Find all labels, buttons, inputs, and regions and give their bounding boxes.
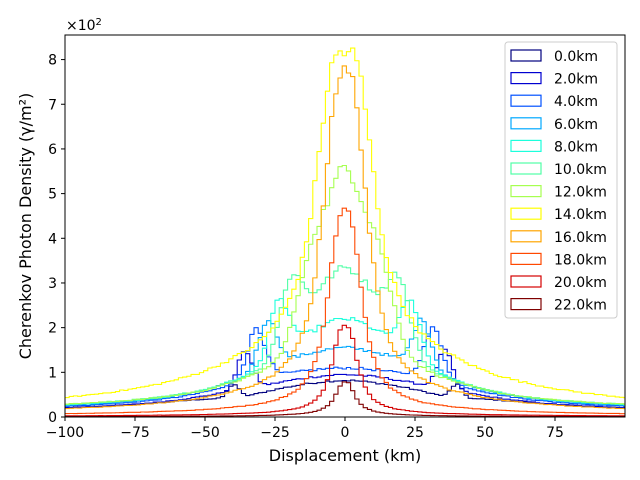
series-22-0km [65, 381, 625, 418]
legend-label: 6.0km [554, 117, 598, 133]
x-tick-label: −100 [46, 425, 84, 441]
legend-swatch [510, 207, 542, 220]
y-tick-label: 7 [48, 97, 57, 113]
legend-label: 12.0km [554, 185, 607, 201]
x-tick-label: 50 [476, 425, 494, 441]
series-14-0km [65, 47, 625, 399]
legend-label: 10.0km [554, 162, 607, 178]
series-6-0km [65, 317, 625, 406]
legend-swatch [510, 230, 542, 243]
y-tick-label: 4 [48, 231, 57, 247]
legend-label: 20.0km [554, 275, 607, 291]
y-axis-ticks: 0 1 2 3 4 5 6 7 8 [48, 53, 65, 426]
legend-label: 14.0km [554, 207, 607, 223]
y-tick-label: 1 [48, 365, 57, 381]
legend-swatch [510, 49, 542, 62]
legend-swatch [510, 162, 542, 175]
x-axis-ticks: −100 −75 −50 −25 0 25 50 75 [46, 417, 564, 441]
legend-label: 4.0km [554, 94, 598, 110]
series-4-0km [65, 326, 625, 407]
y-tick-label: 3 [48, 276, 57, 292]
legend-label: 18.0km [554, 252, 607, 268]
y-tick-label: 6 [48, 142, 57, 158]
series-layer [65, 47, 625, 418]
legend-swatch [510, 94, 542, 107]
y-tick-label: 2 [48, 321, 57, 337]
legend-label: 16.0km [554, 230, 607, 246]
legend-swatch [510, 139, 542, 152]
legend-label: 8.0km [554, 139, 598, 155]
x-axis-label: Displacement (km) [269, 446, 421, 465]
x-tick-label: −25 [260, 425, 290, 441]
legend-label: 22.0km [554, 298, 607, 314]
x-tick-label: −50 [190, 425, 220, 441]
series-16-0km [65, 65, 625, 410]
legend: 0.0km 2.0km 4.0km 6.0km 8.0km 10.0km 12.0km 14.… [504, 41, 618, 319]
y-scale-label: ×102 [66, 17, 102, 34]
x-tick-label: −75 [120, 425, 150, 441]
legend-label: 2.0km [554, 72, 598, 88]
series-12-0km [65, 164, 625, 405]
y-scale-exp: 2 [96, 17, 102, 28]
y-tick-label: 8 [48, 53, 57, 69]
plot-frame [64, 34, 626, 418]
y-tick-label: 5 [48, 187, 57, 203]
y-tick-label: 0 [48, 410, 57, 426]
y-scale-base: ×10 [66, 18, 96, 34]
series-20-0km [65, 324, 625, 417]
legend-swatch [510, 275, 542, 288]
legend-frame [504, 41, 618, 319]
legend-swatch [510, 185, 542, 198]
x-tick-label: 25 [406, 425, 424, 441]
legend-swatch [510, 117, 542, 130]
legend-swatch [510, 298, 542, 311]
x-tick-label: 75 [546, 425, 564, 441]
x-tick-label: 0 [341, 425, 350, 441]
legend-swatch [510, 252, 542, 265]
series-2-0km [65, 348, 625, 409]
series-18-0km [65, 207, 625, 415]
y-axis-label: Cherenkov Photon Density (γ/m²) [16, 93, 35, 360]
legend-label: 0.0km [554, 49, 598, 65]
legend-swatch [510, 71, 542, 85]
